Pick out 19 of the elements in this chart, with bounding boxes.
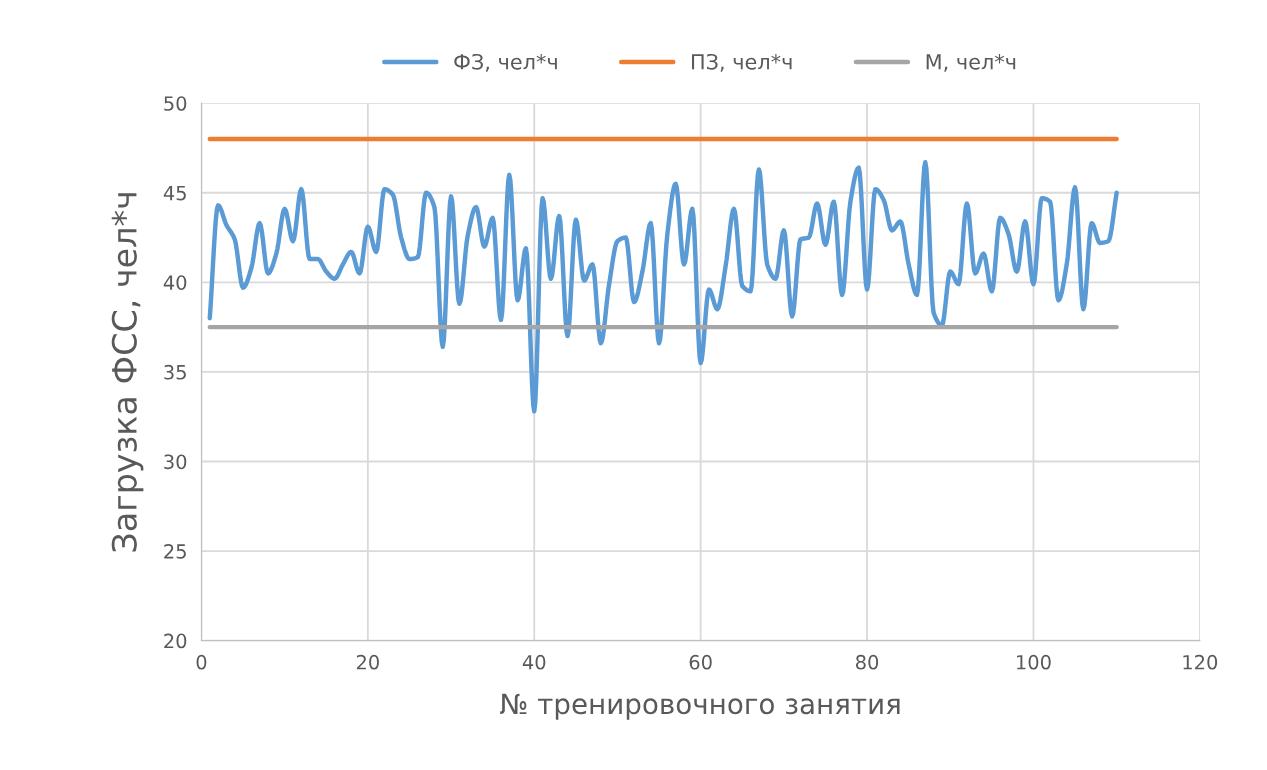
x-tick-label: 20 (356, 654, 379, 670)
x-tick-label: 100 (1017, 654, 1051, 670)
legend-label: М, чел*ч (926, 53, 1016, 72)
y-tick-label: 50 (164, 96, 187, 111)
x-tick-label: 120 (1183, 654, 1218, 670)
y-tick-label: 35 (164, 364, 186, 380)
y-tick-label: 40 (163, 275, 187, 290)
legend-label: ПЗ, чел*ч (692, 53, 792, 72)
x-axis-title: № тренировочного занятия (500, 693, 900, 720)
y-axis-title: Загрузка ФСС, чел*ч (111, 193, 144, 552)
y-tick-label: 20 (164, 633, 187, 649)
x-tick-label: 60 (689, 654, 712, 670)
x-tick-label: 80 (856, 654, 879, 670)
x-tick-label: 0 (196, 654, 207, 670)
y-tick-label: 30 (164, 454, 187, 470)
x-tick-label: 40 (522, 654, 546, 670)
y-tick-label: 25 (164, 544, 186, 559)
legend-label: ФЗ, чел*ч (454, 53, 557, 72)
y-tick-label: 45 (163, 185, 186, 201)
